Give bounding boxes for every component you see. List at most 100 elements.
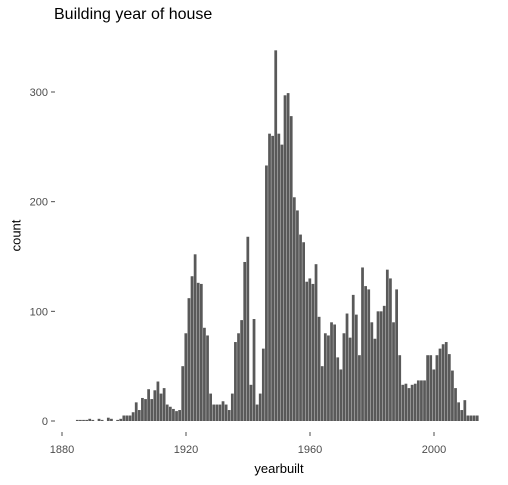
bar-1890 xyxy=(91,419,95,421)
bar-1974 xyxy=(351,294,355,421)
bar-1971 xyxy=(342,333,346,421)
bar-1984 xyxy=(382,305,386,421)
bar-1935 xyxy=(230,393,234,421)
bar-1982 xyxy=(376,311,380,421)
bar-1995 xyxy=(416,380,420,421)
bar-1972 xyxy=(345,313,349,421)
bar-1913 xyxy=(162,388,166,421)
bar-2004 xyxy=(444,342,448,421)
bar-1957 xyxy=(299,234,302,421)
bar-1929 xyxy=(212,404,216,421)
bar-1960 xyxy=(308,278,312,421)
bar-1945 xyxy=(261,348,265,421)
bar-1953 xyxy=(286,93,290,421)
bar-2002 xyxy=(438,348,442,421)
bar-1998 xyxy=(426,355,429,421)
x-tick-label-2000: 2000 xyxy=(422,444,446,456)
bar-1930 xyxy=(215,404,219,421)
bar-1915 xyxy=(168,406,172,421)
bar-1958 xyxy=(302,242,305,421)
bar-1992 xyxy=(407,388,411,421)
bar-1928 xyxy=(209,393,212,421)
bar-1904 xyxy=(134,402,138,421)
bar-1938 xyxy=(240,320,243,421)
bar-1914 xyxy=(165,404,169,421)
bar-1994 xyxy=(413,383,417,421)
bar-1939 xyxy=(243,261,247,421)
bar-1902 xyxy=(128,415,132,421)
bar-2013 xyxy=(472,415,476,421)
bar-1911 xyxy=(156,381,160,421)
bar-1942 xyxy=(252,319,256,421)
bar-1940 xyxy=(246,236,250,421)
bar-1976 xyxy=(358,355,361,421)
bar-1947 xyxy=(268,133,271,422)
bar-2005 xyxy=(447,354,451,421)
bar-1931 xyxy=(218,404,222,421)
bar-1888 xyxy=(85,419,88,421)
x-tick-label-1960: 1960 xyxy=(298,444,322,456)
bar-1973 xyxy=(348,337,352,421)
bar-2000 xyxy=(432,369,436,421)
bar-1917 xyxy=(175,411,178,421)
bar-1997 xyxy=(423,380,426,421)
bar-1990 xyxy=(401,384,405,421)
bar-1922 xyxy=(190,276,194,421)
bar-1912 xyxy=(159,393,163,421)
bar-1924 xyxy=(196,282,200,421)
bar-1892 xyxy=(97,418,101,421)
bar-1886 xyxy=(79,419,82,421)
bar-2009 xyxy=(460,410,464,421)
bar-1889 xyxy=(88,418,92,421)
bars-layer xyxy=(75,50,479,422)
bar-1898 xyxy=(116,419,119,421)
bar-1916 xyxy=(172,408,175,421)
bar-1980 xyxy=(370,322,374,421)
bar-1896 xyxy=(110,418,113,421)
bar-1951 xyxy=(280,144,284,421)
bar-1936 xyxy=(234,342,237,421)
bar-1908 xyxy=(147,389,150,421)
bar-1983 xyxy=(379,311,383,421)
bar-1966 xyxy=(327,335,330,421)
bar-1985 xyxy=(385,269,389,421)
bar-1977 xyxy=(361,267,364,421)
chart-title: Building year of house xyxy=(54,6,213,23)
bar-1968 xyxy=(333,324,336,421)
bar-1952 xyxy=(283,95,287,421)
bar-1937 xyxy=(237,333,240,421)
bar-1969 xyxy=(336,357,340,421)
axes-layer: 0 100 200 300 1880 1920 1960 2000 xyxy=(30,87,447,456)
bar-1954 xyxy=(289,116,293,421)
y-tick-label-0: 0 xyxy=(42,416,48,428)
bar-1932 xyxy=(221,401,225,421)
bar-1989 xyxy=(398,355,402,421)
x-axis-label: yearbuilt xyxy=(254,461,304,476)
x-tick-label-1920: 1920 xyxy=(174,444,198,456)
bar-1905 xyxy=(137,410,141,421)
bar-1961 xyxy=(311,283,315,421)
bar-1970 xyxy=(339,369,343,421)
y-axis-label: count xyxy=(8,219,24,252)
bar-1978 xyxy=(364,286,367,421)
bar-1981 xyxy=(373,338,377,421)
bar-1959 xyxy=(305,281,309,421)
bar-1943 xyxy=(255,404,259,421)
bar-1956 xyxy=(296,210,299,421)
bar-1927 xyxy=(206,335,209,421)
bar-1944 xyxy=(258,393,262,421)
y-tick-label-200: 200 xyxy=(30,197,48,209)
bar-1900 xyxy=(122,415,126,421)
bar-2014 xyxy=(475,415,479,421)
bar-1965 xyxy=(323,333,327,421)
bar-1975 xyxy=(354,314,358,421)
bar-1923 xyxy=(193,254,197,421)
bar-1986 xyxy=(389,278,392,421)
bar-1899 xyxy=(119,418,123,421)
bar-2010 xyxy=(463,400,467,421)
bar-1893 xyxy=(100,419,104,421)
bar-1887 xyxy=(82,419,85,421)
bar-1991 xyxy=(404,383,408,421)
bar-1964 xyxy=(320,366,324,421)
